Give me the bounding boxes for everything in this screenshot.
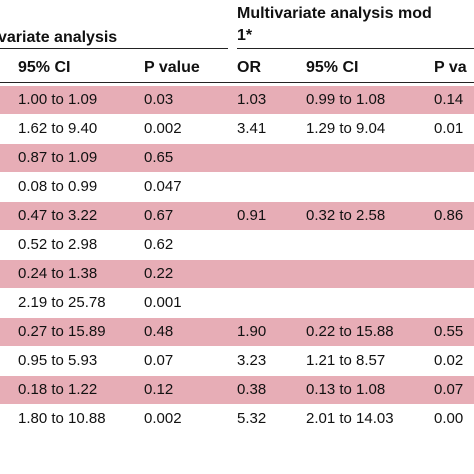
- cell-multi-or: 0.38: [237, 381, 267, 398]
- cell-uni-p: 0.12: [144, 381, 174, 398]
- cell-uni-p: 0.001: [144, 294, 182, 311]
- table-row: 0.95 to 5.93 0.07 3.23 1.21 to 8.57 0.02: [0, 347, 474, 375]
- cell-multi-ci: 0.99 to 1.08: [306, 91, 386, 108]
- cell-uni-ci: 1.00 to 1.09: [18, 91, 98, 108]
- univariate-group-title: variate analysis: [0, 29, 118, 46]
- col-header-uni-p: P value: [144, 59, 200, 76]
- table-row: 2.19 to 25.78 0.001: [0, 289, 474, 317]
- cell-multi-p: 0.01: [434, 120, 464, 137]
- cell-uni-p: 0.22: [144, 265, 174, 282]
- cell-multi-or: 3.23: [237, 352, 267, 369]
- cell-uni-ci: 0.47 to 3.22: [18, 207, 98, 224]
- table-row: 0.47 to 3.22 0.67 0.91 0.32 to 2.58 0.86: [0, 202, 474, 230]
- table-row: 0.52 to 2.98 0.62: [0, 231, 474, 259]
- col-header-uni-ci: 95% CI: [18, 59, 71, 76]
- cell-uni-p: 0.62: [144, 236, 174, 253]
- cell-uni-p: 0.07: [144, 352, 174, 369]
- cell-multi-ci: 2.01 to 14.03: [306, 410, 394, 427]
- cell-uni-p: 0.03: [144, 91, 174, 108]
- cell-uni-ci: 1.80 to 10.88: [18, 410, 106, 427]
- table-row: 0.18 to 1.22 0.12 0.38 0.13 to 1.08 0.07: [0, 376, 474, 404]
- table-row: 1.80 to 10.88 0.002 5.32 2.01 to 14.03 0.00: [0, 405, 474, 433]
- cell-uni-p: 0.002: [144, 120, 182, 137]
- cell-multi-p: 0.02: [434, 352, 464, 369]
- cell-uni-ci: 0.08 to 0.99: [18, 178, 98, 195]
- cell-uni-p: 0.67: [144, 207, 174, 224]
- col-header-multi-ci: 95% CI: [306, 59, 359, 76]
- cell-multi-p: 0.07: [434, 381, 464, 398]
- cell-uni-p: 0.047: [144, 178, 182, 195]
- table-row: 0.87 to 1.09 0.65: [0, 144, 474, 172]
- cell-multi-ci: 0.32 to 2.58: [306, 207, 386, 224]
- column-header-rule: [0, 82, 474, 83]
- multivariate-group-subtitle: 1*: [237, 27, 253, 44]
- cell-multi-or: 5.32: [237, 410, 267, 427]
- cell-uni-ci: 0.95 to 5.93: [18, 352, 98, 369]
- cell-multi-p: 0.14: [434, 91, 464, 108]
- cell-multi-ci: 0.13 to 1.08: [306, 381, 386, 398]
- cell-multi-p: 0.00: [434, 410, 464, 427]
- table-row: 0.24 to 1.38 0.22: [0, 260, 474, 288]
- cell-multi-or: 3.41: [237, 120, 267, 137]
- table-row: 1.00 to 1.09 0.03 1.03 0.99 to 1.08 0.14: [0, 86, 474, 114]
- cell-uni-p: 0.002: [144, 410, 182, 427]
- cell-uni-ci: 0.52 to 2.98: [18, 236, 98, 253]
- table-row: 1.62 to 9.40 0.002 3.41 1.29 to 9.04 0.01: [0, 115, 474, 143]
- cell-uni-ci: 0.18 to 1.22: [18, 381, 98, 398]
- header-rule-left: [0, 48, 228, 49]
- col-header-multi-or: OR: [237, 59, 261, 76]
- cell-uni-ci: 0.27 to 15.89: [18, 323, 106, 340]
- cell-multi-ci: 1.29 to 9.04: [306, 120, 386, 137]
- cell-multi-p: 0.55: [434, 323, 464, 340]
- col-header-multi-p: P va: [434, 59, 467, 76]
- cell-uni-ci: 0.24 to 1.38: [18, 265, 98, 282]
- cell-uni-ci: 2.19 to 25.78: [18, 294, 106, 311]
- cell-multi-ci: 1.21 to 8.57: [306, 352, 386, 369]
- cell-multi-or: 1.90: [237, 323, 267, 340]
- cell-uni-ci: 0.87 to 1.09: [18, 149, 98, 166]
- cell-multi-or: 0.91: [237, 207, 267, 224]
- table-row: 0.08 to 0.99 0.047: [0, 173, 474, 201]
- cell-multi-or: 1.03: [237, 91, 267, 108]
- cell-uni-ci: 1.62 to 9.40: [18, 120, 98, 137]
- cell-uni-p: 0.48: [144, 323, 174, 340]
- cell-multi-ci: 0.22 to 15.88: [306, 323, 394, 340]
- multivariate-group-title: Multivariate analysis mod: [237, 5, 432, 22]
- cell-multi-p: 0.86: [434, 207, 464, 224]
- header-rule-right: [237, 48, 474, 49]
- table-row: 0.27 to 15.89 0.48 1.90 0.22 to 15.88 0.55: [0, 318, 474, 346]
- cell-uni-p: 0.65: [144, 149, 174, 166]
